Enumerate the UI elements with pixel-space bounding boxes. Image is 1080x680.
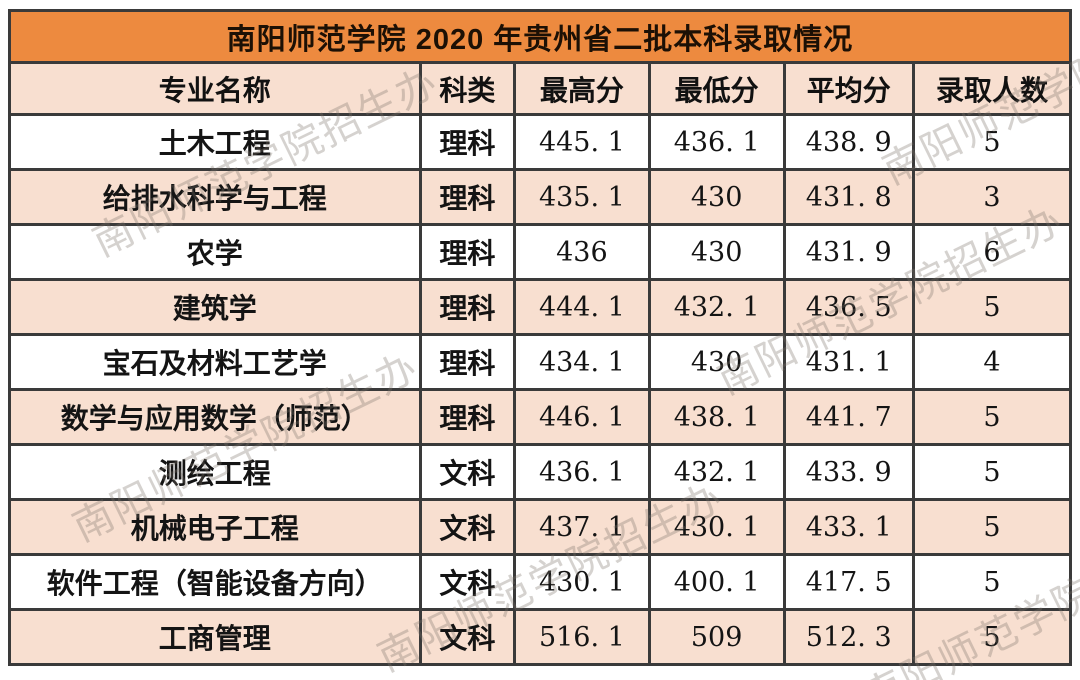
cell-min: 400. 1: [647, 553, 786, 611]
cell-category: 理科: [418, 333, 517, 391]
cell-min: 432. 1: [647, 443, 786, 501]
cell-major: 测绘工程: [8, 443, 422, 501]
admissions-table: 南阳师范学院 2020 年贵州省二批本科录取情况 专业名称 科类 最高分 最低分 平均分…: [8, 9, 1073, 666]
cell-count: 4: [911, 333, 1073, 391]
cell-avg: 417. 5: [782, 553, 915, 611]
cell-min: 432. 1: [647, 278, 786, 336]
cell-min: 430: [647, 168, 786, 226]
cell-max: 437. 1: [513, 498, 651, 556]
cell-category: 理科: [418, 113, 517, 171]
cell-avg: 512. 3: [782, 608, 915, 666]
cell-max: 446. 1: [513, 388, 651, 446]
cell-major: 给排水科学与工程: [8, 168, 422, 226]
cell-avg: 436. 5: [782, 278, 915, 336]
column-header-0: 专业名称: [8, 61, 422, 116]
cell-count: 5: [911, 553, 1073, 611]
cell-major: 软件工程（智能设备方向）: [8, 553, 422, 611]
cell-major: 宝石及材料工艺学: [8, 333, 422, 391]
cell-category: 文科: [418, 443, 517, 501]
column-header-4: 平均分: [782, 61, 915, 116]
cell-min: 430: [647, 223, 786, 281]
cell-major: 土木工程: [8, 113, 422, 171]
column-header-1: 科类: [418, 61, 517, 116]
cell-count: 5: [911, 388, 1073, 446]
cell-max: 436: [513, 223, 651, 281]
cell-min: 430. 1: [647, 498, 786, 556]
title-row: 南阳师范学院 2020 年贵州省二批本科录取情况: [8, 9, 1072, 64]
cell-min: 436. 1: [647, 113, 786, 171]
cell-count: 6: [911, 223, 1073, 281]
cell-avg: 438. 9: [782, 113, 915, 171]
cell-category: 文科: [418, 608, 517, 666]
column-header-5: 录取人数: [911, 61, 1073, 116]
cell-major: 农学: [8, 223, 422, 281]
cell-major: 建筑学: [8, 278, 422, 336]
cell-max: 435. 1: [513, 168, 651, 226]
cell-category: 理科: [418, 168, 517, 226]
cell-max: 444. 1: [513, 278, 651, 336]
cell-count: 5: [911, 443, 1073, 501]
cell-max: 430. 1: [513, 553, 651, 611]
cell-count: 3: [911, 168, 1073, 226]
cell-avg: 433. 1: [782, 498, 915, 556]
cell-category: 理科: [418, 388, 517, 446]
cell-avg: 441. 7: [782, 388, 915, 446]
cell-avg: 431. 8: [782, 168, 915, 226]
cell-count: 5: [911, 278, 1073, 336]
cell-count: 5: [911, 608, 1073, 666]
cell-category: 文科: [418, 498, 517, 556]
cell-min: 430: [647, 333, 786, 391]
cell-major: 工商管理: [8, 608, 422, 666]
cell-min: 509: [647, 608, 786, 666]
header-row: 专业名称 科类 最高分 最低分 平均分 录取人数: [8, 61, 1073, 116]
column-header-2: 最高分: [513, 61, 651, 116]
cell-category: 理科: [418, 278, 517, 336]
cell-max: 516. 1: [513, 608, 651, 666]
table-title: 南阳师范学院 2020 年贵州省二批本科录取情况: [8, 9, 1072, 64]
cell-avg: 433. 9: [782, 443, 915, 501]
cell-category: 理科: [418, 223, 517, 281]
cell-count: 5: [911, 498, 1073, 556]
cell-category: 文科: [418, 553, 517, 611]
cell-major: 机械电子工程: [8, 498, 422, 556]
cell-min: 438. 1: [647, 388, 786, 446]
cell-avg: 431. 1: [782, 333, 915, 391]
cell-max: 436. 1: [513, 443, 651, 501]
cell-major: 数学与应用数学（师范）: [8, 388, 422, 446]
cell-avg: 431. 9: [782, 223, 915, 281]
cell-count: 5: [911, 113, 1073, 171]
column-header-3: 最低分: [647, 61, 786, 116]
cell-max: 434. 1: [513, 333, 651, 391]
cell-max: 445. 1: [513, 113, 651, 171]
